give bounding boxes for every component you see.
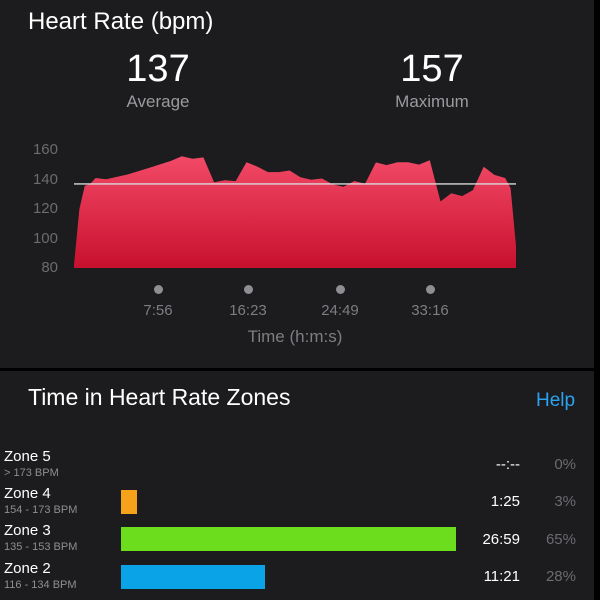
zone-2-range: 116 - 134 BPM	[4, 579, 77, 591]
help-link[interactable]: Help	[536, 390, 576, 411]
zone-2-time: 11:21	[483, 568, 520, 585]
zones-card	[0, 371, 594, 600]
zone-2-percent: 28%	[545, 568, 576, 585]
average-label: Average	[126, 92, 190, 111]
x-tick-dot	[244, 285, 253, 294]
zone-4-name: Zone 4	[4, 485, 51, 502]
y-tick-label: 80	[41, 259, 58, 276]
zone-3-name: Zone 3	[4, 522, 51, 539]
maximum-label: Maximum	[395, 92, 469, 111]
average-value: 137	[126, 48, 190, 90]
maximum-stat: 157 Maximum	[362, 48, 502, 112]
heart-rate-chart	[74, 156, 516, 268]
x-tick-dot	[336, 285, 345, 294]
zone-5-time: --:--	[495, 456, 520, 473]
zone-5-range: > 173 BPM	[4, 467, 59, 479]
zone-4-time: 1:25	[490, 493, 520, 510]
y-tick-label: 120	[32, 200, 58, 217]
x-tick-label: 24:49	[321, 302, 359, 319]
chart-title: Heart Rate (bpm)	[28, 8, 214, 35]
zone-2-bar	[121, 565, 266, 589]
x-tick-label: 7:56	[143, 302, 173, 319]
screen-edge	[594, 0, 600, 600]
zone-5-name: Zone 5	[4, 448, 51, 465]
heart-rate-area	[74, 156, 516, 268]
y-tick-label: 140	[32, 171, 58, 188]
y-tick-label: 160	[32, 141, 58, 158]
zone-5-percent: 0%	[554, 456, 576, 473]
maximum-value: 157	[400, 48, 464, 90]
zone-2-name: Zone 2	[4, 560, 51, 577]
y-tick-label: 100	[32, 230, 58, 247]
zone-3-percent: 65%	[545, 531, 576, 548]
zone-3-range: 135 - 153 BPM	[4, 541, 78, 553]
zone-4-range: 154 - 173 BPM	[4, 504, 78, 516]
x-tick-label: 16:23	[229, 302, 267, 319]
average-stat: 137 Average	[88, 48, 228, 112]
zone-4-percent: 3%	[554, 493, 576, 510]
zone-4-bar	[121, 490, 137, 514]
zone-3-time: 26:59	[482, 531, 520, 548]
x-tick-dot	[426, 285, 435, 294]
zones-title: Time in Heart Rate Zones	[28, 384, 291, 410]
x-axis-title: Time (h:m:s)	[247, 327, 343, 346]
x-tick-dot	[154, 285, 163, 294]
x-tick-label: 33:16	[411, 302, 449, 319]
zone-3-bar	[121, 527, 456, 551]
